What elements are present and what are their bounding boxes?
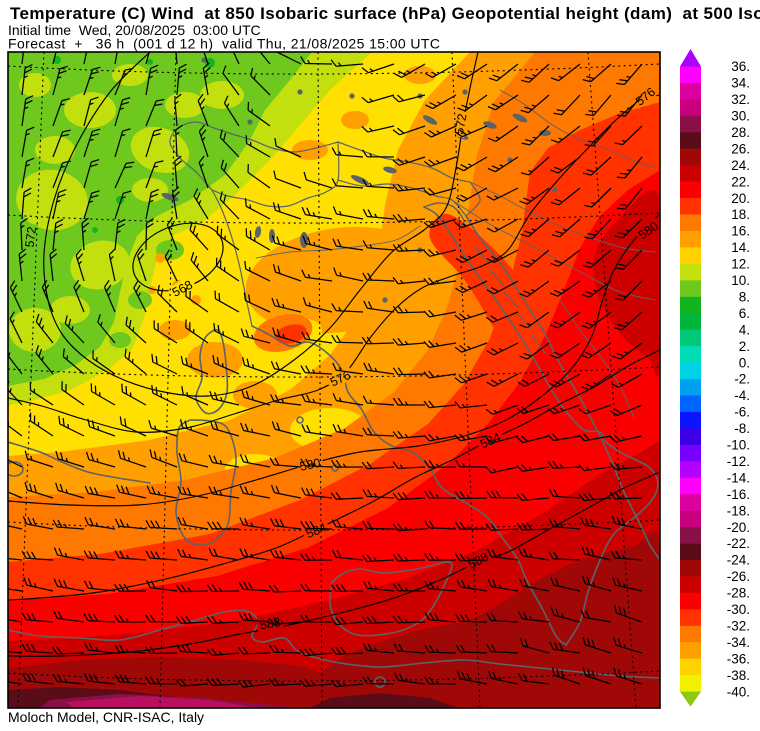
svg-text:-14.: -14. xyxy=(727,470,750,485)
svg-text:-34.: -34. xyxy=(727,635,750,650)
svg-text:0.: 0. xyxy=(739,355,750,370)
svg-text:-28.: -28. xyxy=(727,586,750,601)
svg-text:16.: 16. xyxy=(731,224,750,239)
svg-text:32.: 32. xyxy=(731,92,750,107)
svg-text:18.: 18. xyxy=(731,207,750,222)
svg-text:30.: 30. xyxy=(731,109,750,124)
svg-text:8.: 8. xyxy=(739,290,750,305)
svg-text:572: 572 xyxy=(452,113,469,136)
svg-text:-32.: -32. xyxy=(727,619,750,634)
svg-text:12.: 12. xyxy=(731,257,750,272)
svg-text:572: 572 xyxy=(23,226,39,248)
svg-text:22.: 22. xyxy=(731,174,750,189)
svg-text:Initial time Wed, 20/08/2025: Initial time Wed, 20/08/2025 03:00 UTC xyxy=(8,22,261,38)
svg-text:34.: 34. xyxy=(731,76,750,91)
svg-text:-4.: -4. xyxy=(734,388,750,403)
svg-text:4.: 4. xyxy=(739,322,750,337)
svg-text:-2.: -2. xyxy=(734,372,750,387)
svg-text:-6.: -6. xyxy=(734,405,750,420)
svg-text:Forecast + 36 h (001 d 12: Forecast + 36 h (001 d 12 h) valid Thu, … xyxy=(8,36,440,52)
svg-text:2.: 2. xyxy=(739,339,750,354)
svg-text:6.: 6. xyxy=(739,306,750,321)
svg-text:10.: 10. xyxy=(731,273,750,288)
svg-text:24.: 24. xyxy=(731,158,750,173)
svg-text:-18.: -18. xyxy=(727,503,750,518)
svg-text:36.: 36. xyxy=(731,59,750,74)
svg-text:-20.: -20. xyxy=(727,520,750,535)
svg-text:Temperature (C) Wind at 850 I: Temperature (C) Wind at 850 Isobaric sur… xyxy=(10,4,760,23)
svg-text:580: 580 xyxy=(299,456,322,474)
svg-text:-8.: -8. xyxy=(734,421,750,436)
svg-text:-10.: -10. xyxy=(727,438,750,453)
svg-text:20.: 20. xyxy=(731,191,750,206)
svg-text:-40.: -40. xyxy=(727,684,750,699)
svg-text:-30.: -30. xyxy=(727,602,750,617)
svg-text:-16.: -16. xyxy=(727,487,750,502)
svg-text:28.: 28. xyxy=(731,125,750,140)
svg-text:-24.: -24. xyxy=(727,553,750,568)
svg-text:-26.: -26. xyxy=(727,569,750,584)
svg-text:14.: 14. xyxy=(731,240,750,255)
svg-text:-12.: -12. xyxy=(727,454,750,469)
svg-text:Moloch Model, CNR-ISAC, Italy: Moloch Model, CNR-ISAC, Italy xyxy=(8,709,204,725)
svg-text:26.: 26. xyxy=(731,141,750,156)
svg-text:-22.: -22. xyxy=(727,536,750,551)
svg-text:-36.: -36. xyxy=(727,651,750,666)
svg-text:-38.: -38. xyxy=(727,668,750,683)
